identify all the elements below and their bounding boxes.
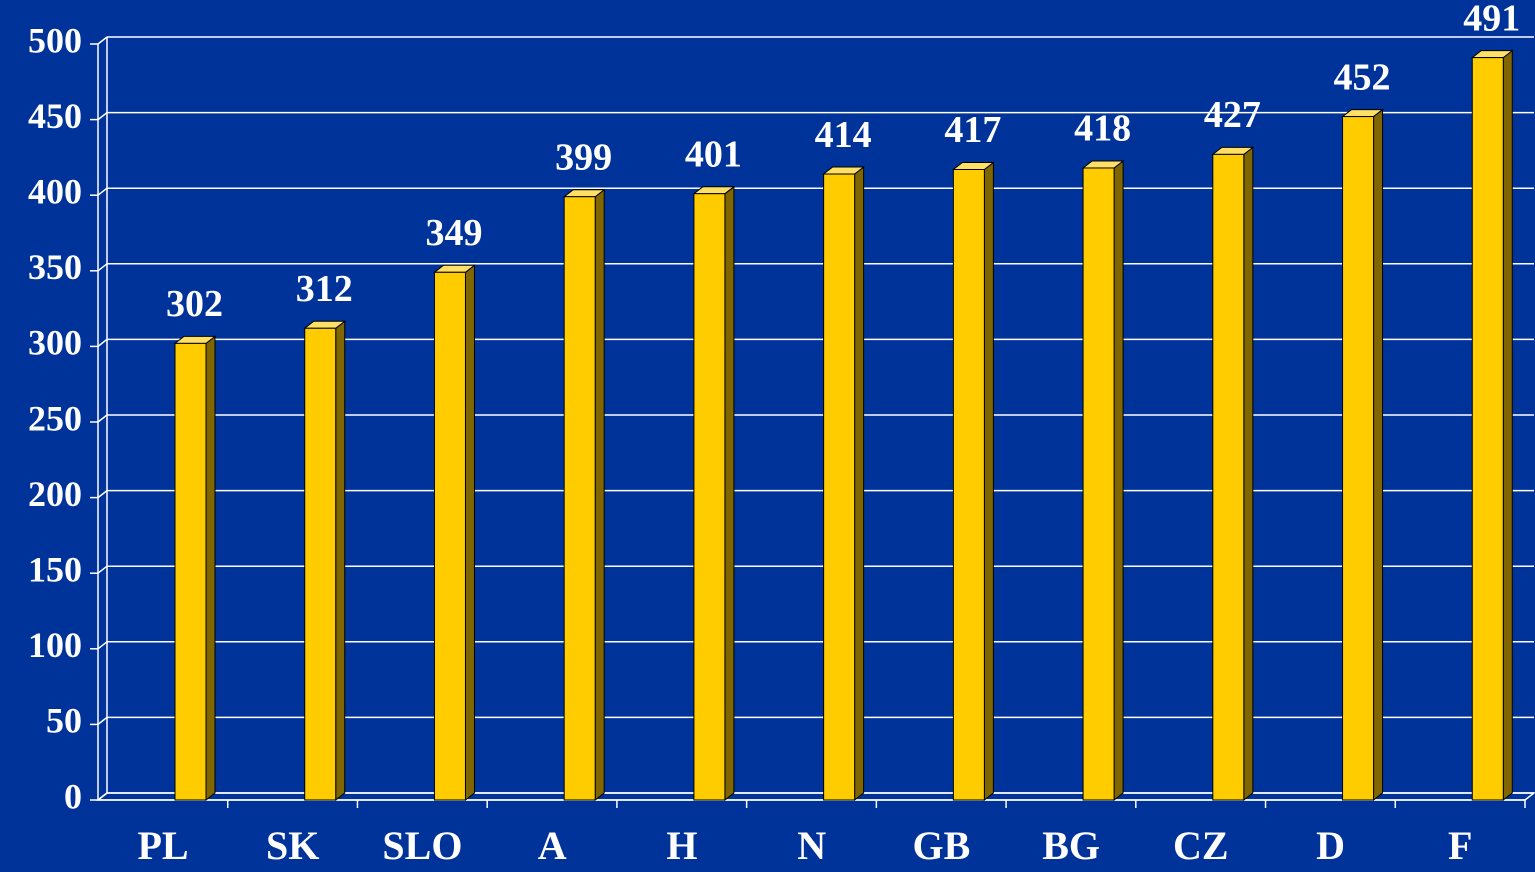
bar-side: [1113, 159, 1124, 802]
bar: [952, 168, 985, 801]
y-tick-label: 100: [28, 625, 82, 665]
bar: [433, 271, 466, 801]
x-tick-label: BG: [1042, 823, 1100, 868]
bar: [1471, 57, 1504, 801]
y-tick-label: 500: [28, 20, 82, 60]
y-tick-label: 200: [28, 474, 82, 514]
bar: [304, 327, 337, 801]
bar: [1342, 116, 1375, 801]
x-tick-label: PL: [137, 823, 188, 868]
bar-side: [464, 264, 475, 802]
x-tick-label: D: [1316, 823, 1345, 868]
y-tick-label: 450: [28, 96, 82, 136]
y-tick-label: 400: [28, 171, 82, 211]
bar-side: [1243, 146, 1254, 802]
x-tick-label: CZ: [1173, 823, 1229, 868]
x-tick-label: A: [538, 823, 567, 868]
x-tick-label: F: [1448, 823, 1472, 868]
bar: [1082, 167, 1115, 801]
grid-depth: [97, 338, 108, 347]
x-tick-label: N: [797, 823, 826, 868]
x-tick-label: SK: [266, 823, 319, 868]
bar-side: [594, 188, 605, 802]
y-tick-label: 350: [28, 247, 82, 287]
bar-side: [335, 320, 346, 802]
y-tick-label: 50: [46, 701, 82, 741]
bar: [563, 196, 596, 801]
grid-depth: [97, 565, 108, 574]
x-tick-label: H: [666, 823, 697, 868]
bar-side: [983, 161, 994, 802]
grid-depth: [97, 641, 108, 650]
y-tick-label: 0: [64, 776, 82, 816]
grid-depth: [97, 716, 108, 725]
x-tick-label: GB: [912, 823, 970, 868]
y-tick-label: 150: [28, 549, 82, 589]
value-label: 399: [555, 136, 612, 178]
bar-side: [724, 185, 735, 802]
y-tick-label: 300: [28, 323, 82, 363]
y-tick-label: 250: [28, 398, 82, 438]
value-label: 418: [1074, 108, 1131, 150]
value-label: 349: [425, 212, 482, 254]
grid-depth: [97, 187, 108, 196]
value-label: 401: [685, 133, 742, 175]
bar: [823, 173, 856, 801]
grid-depth: [97, 490, 108, 499]
x-tick-label: SLO: [382, 823, 462, 868]
value-label: 491: [1463, 0, 1520, 39]
grid-depth: [97, 112, 108, 121]
bar-side: [205, 335, 216, 802]
bar: [1212, 153, 1245, 801]
bar: [693, 193, 726, 801]
value-label: 417: [944, 109, 1001, 151]
value-label: 414: [815, 114, 872, 156]
grid-depth: [97, 263, 108, 272]
bar-side: [854, 166, 865, 802]
value-label: 427: [1204, 94, 1261, 136]
value-label: 452: [1334, 56, 1391, 98]
bar: [174, 342, 207, 801]
value-label: 312: [296, 268, 353, 310]
bar-side: [1373, 108, 1384, 802]
bar-side: [1502, 49, 1513, 802]
grid-depth: [97, 36, 108, 45]
grid-depth: [97, 414, 108, 423]
value-label: 302: [166, 283, 223, 325]
grid-depth: [97, 792, 108, 801]
